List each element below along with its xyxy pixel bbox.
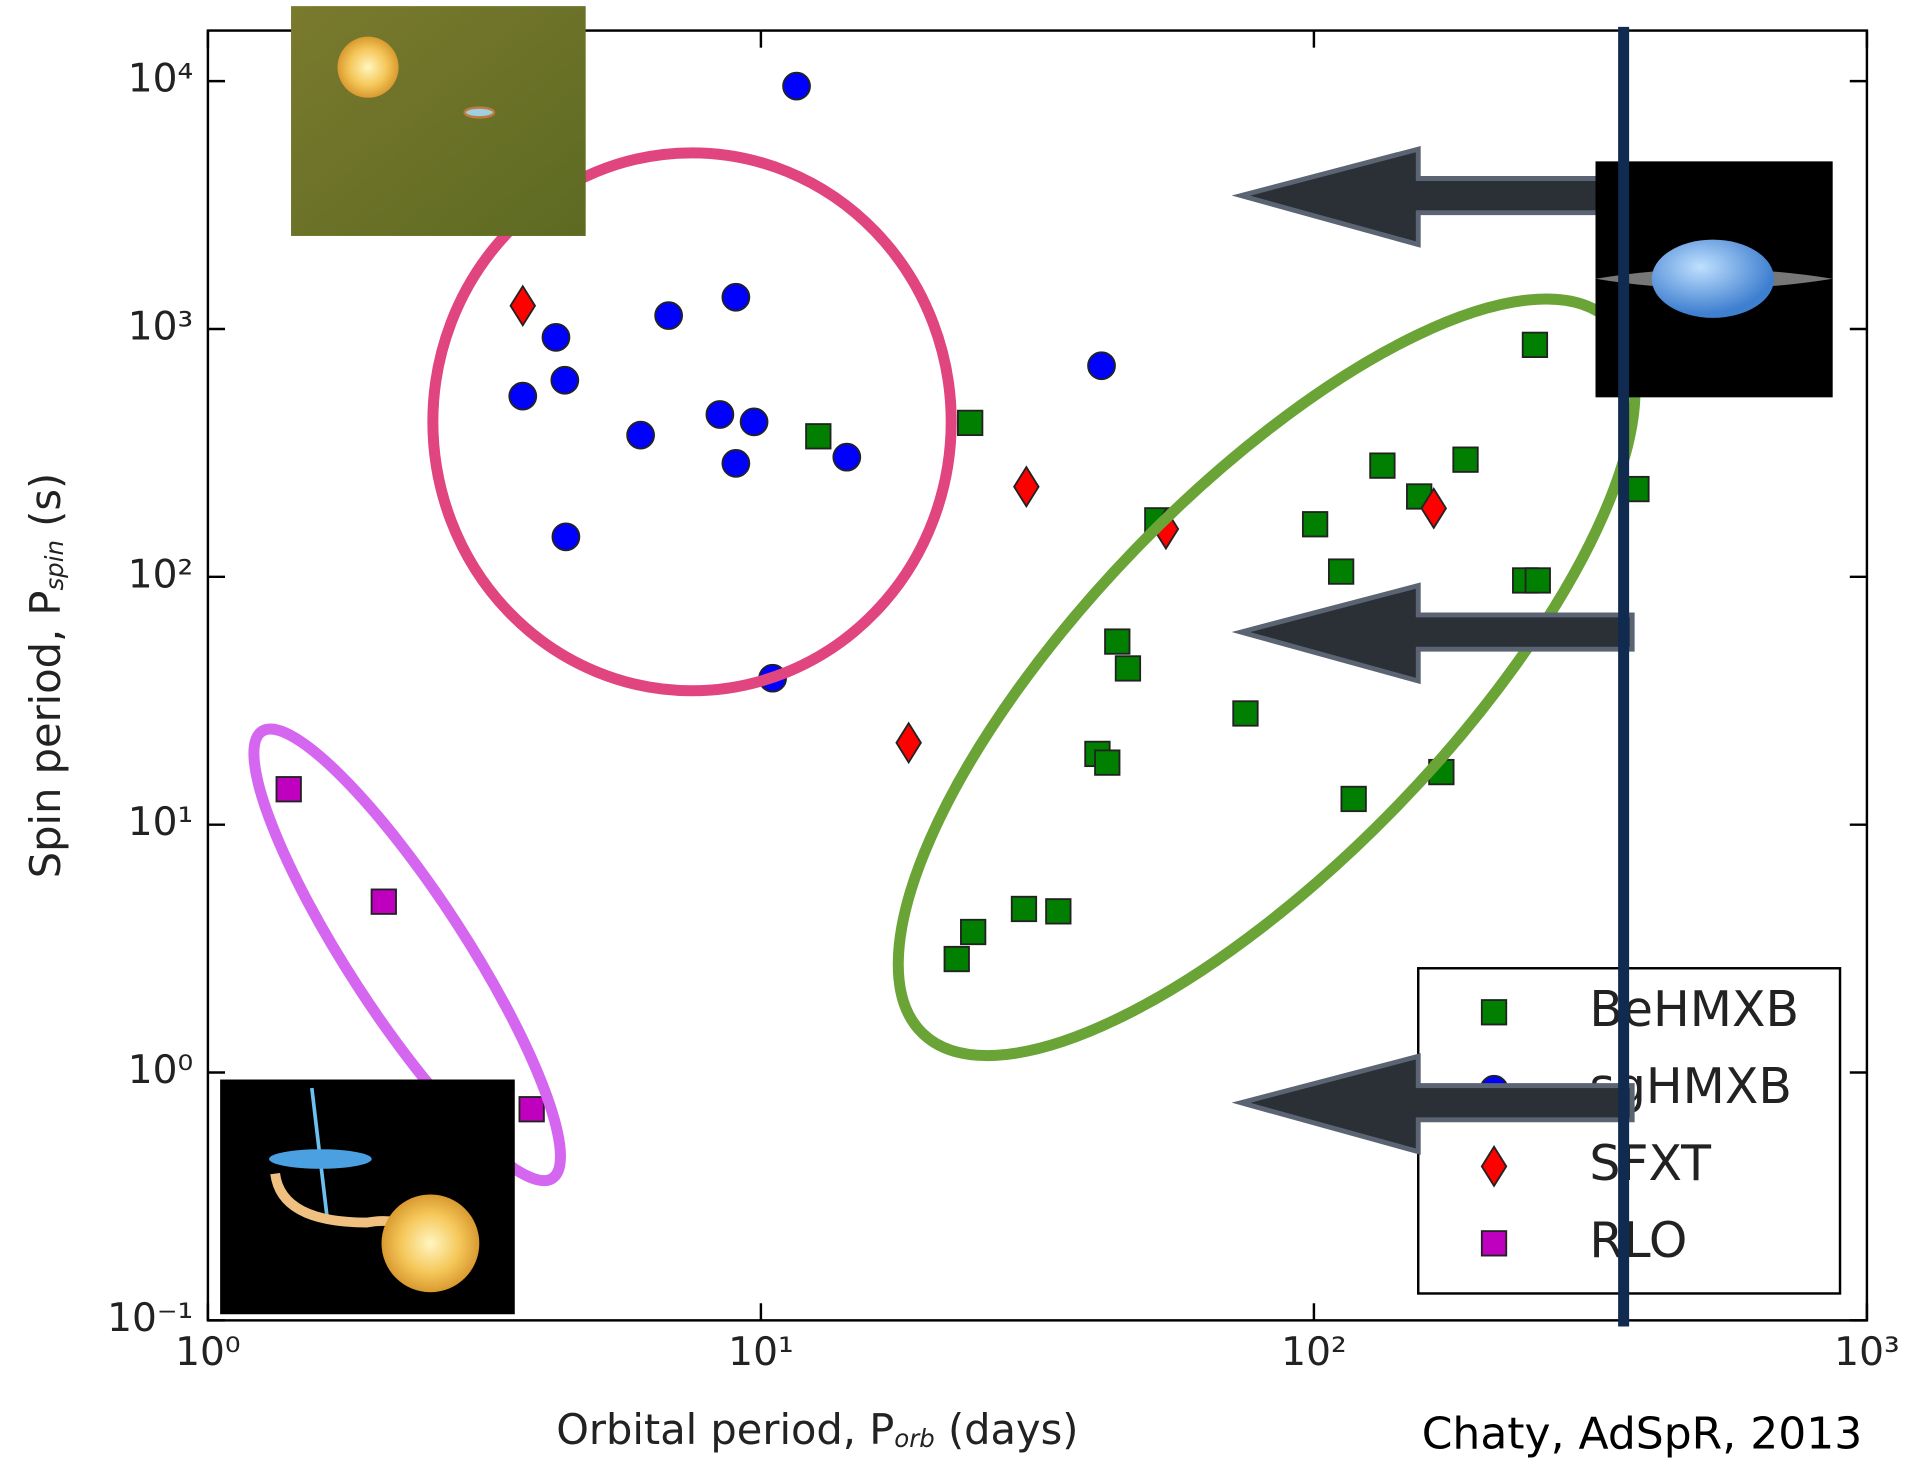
point: [1327, 558, 1355, 585]
point: [1010, 895, 1038, 923]
x-tick-label: 10³: [1834, 1330, 1899, 1375]
x-axis-label: Orbital period, Porb (days): [556, 1405, 1078, 1454]
point: [1114, 655, 1142, 682]
legend-marker: [1480, 1230, 1508, 1257]
y-tick-label: 10⁻¹: [107, 1296, 193, 1341]
point: [1524, 567, 1551, 594]
circle-rlo: [248, 723, 566, 1187]
point: [1420, 487, 1448, 530]
point: [508, 381, 538, 411]
point: [1301, 511, 1329, 538]
point: [551, 522, 581, 552]
point: [705, 400, 735, 429]
point: [509, 284, 537, 328]
point: [654, 301, 684, 330]
legend-marker: [1480, 999, 1508, 1026]
y-axis-label-part: spin: [40, 540, 69, 591]
y-axis-label-part: (s): [21, 473, 70, 540]
y-tick-label: 10³: [128, 304, 193, 349]
point: [1369, 452, 1396, 479]
point: [518, 1096, 545, 1123]
credit: Chaty, AdSpR, 2013: [1422, 1409, 1862, 1459]
legend-label: SFXT: [1589, 1135, 1711, 1192]
inset-top-left: [291, 6, 586, 236]
legend-label: RLO: [1589, 1212, 1687, 1269]
point: [275, 776, 302, 803]
x-tick-label: 10¹: [728, 1330, 793, 1375]
point: [832, 442, 862, 472]
y-tick-label: 10⁰: [128, 1048, 193, 1093]
point: [960, 918, 987, 946]
point: [1452, 446, 1479, 473]
annotations: [220, 6, 1833, 1327]
point: [1104, 628, 1131, 655]
point: [1045, 898, 1072, 925]
point: [550, 365, 580, 395]
point: [721, 448, 751, 478]
point: [1013, 465, 1040, 509]
point: [1521, 331, 1549, 358]
y-tick-label: 10²: [128, 552, 193, 597]
point: [541, 323, 571, 352]
point: [626, 420, 655, 450]
point: [370, 888, 397, 915]
y-tick-label: 10⁴: [128, 57, 193, 102]
point: [957, 409, 984, 437]
inset-right: [1595, 161, 1833, 398]
y-axis-label-part: Spin period, P: [21, 591, 70, 879]
circle-sg: [427, 147, 957, 697]
x-tick-label: 10⁰: [175, 1330, 240, 1375]
point: [1340, 785, 1367, 813]
point: [895, 721, 922, 765]
x-tick-label: 10²: [1281, 1330, 1346, 1375]
point: [721, 282, 751, 312]
point: [739, 407, 769, 437]
x-axis-label-part: (days): [935, 1405, 1079, 1454]
y-tick-label: 10¹: [128, 800, 193, 845]
point: [1232, 700, 1259, 727]
inset-bottom-left: [220, 1079, 515, 1315]
x-axis-label-part: orb: [894, 1424, 935, 1453]
x-axis-label-part: Orbital period, P: [556, 1405, 894, 1454]
legend-marker: [1480, 1145, 1508, 1188]
point: [1094, 749, 1121, 776]
point: [1087, 351, 1116, 381]
point: [805, 423, 832, 450]
point: [782, 71, 811, 101]
y-axis-label: Spin period, Pspin (s): [21, 473, 70, 878]
point: [943, 945, 970, 973]
arrows: [1231, 145, 1635, 1155]
